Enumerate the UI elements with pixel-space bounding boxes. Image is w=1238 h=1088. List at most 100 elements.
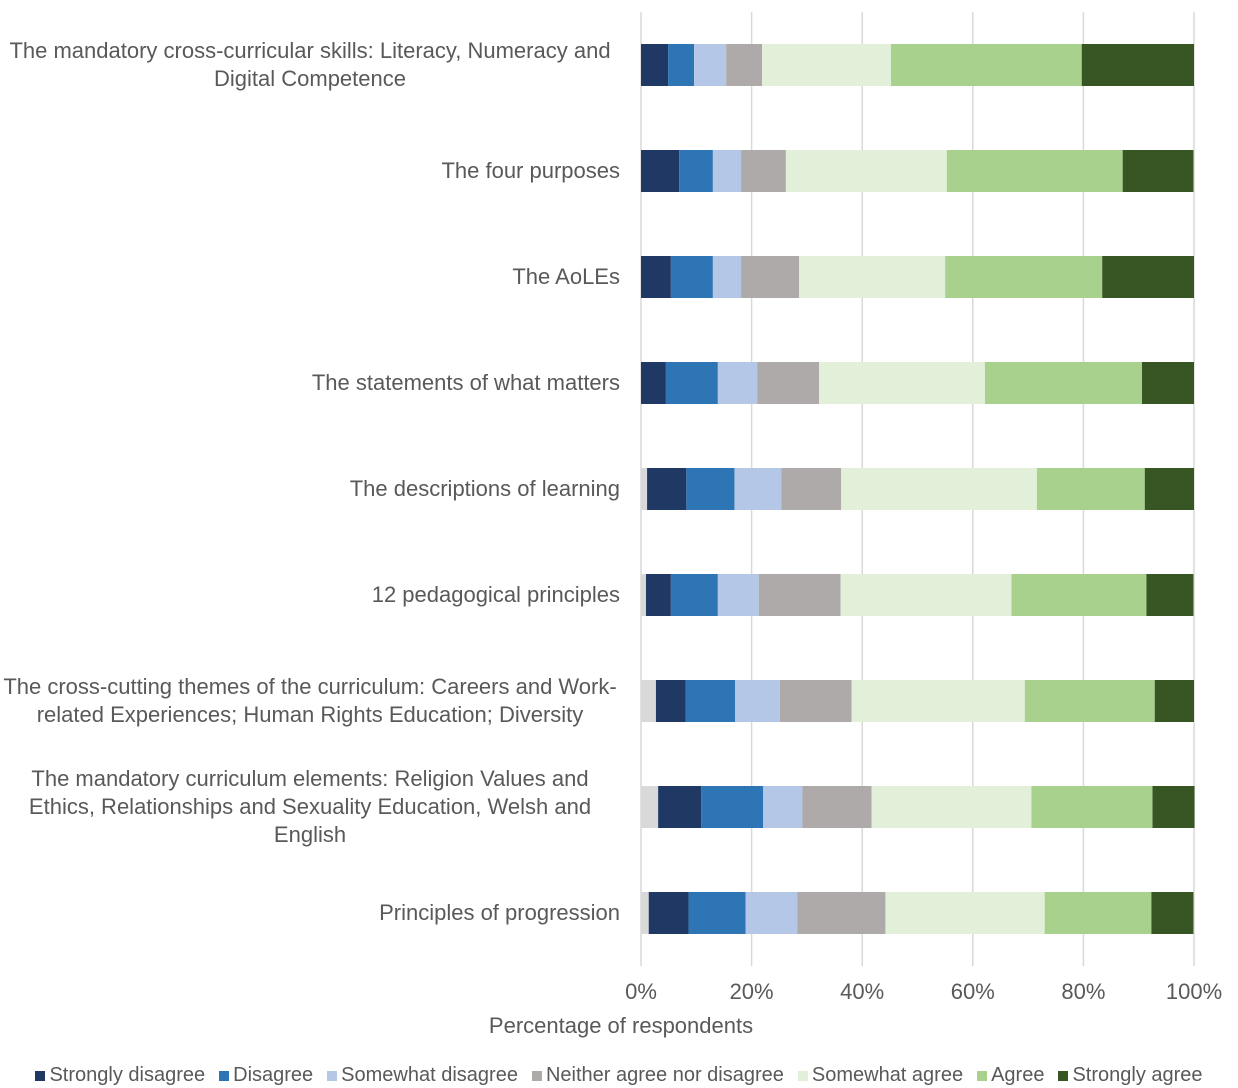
bar-segment [655, 680, 686, 722]
legend-label: Somewhat disagree [341, 1064, 518, 1086]
bar-segment [840, 574, 1012, 616]
legend-item: Strongly agree [1058, 1064, 1203, 1087]
bar-segment [946, 150, 1123, 192]
x-tick-label: 20% [730, 979, 774, 1004]
bar-segment [1154, 680, 1194, 722]
x-tick-label: 80% [1061, 979, 1105, 1004]
x-tick-label: 40% [840, 979, 884, 1004]
legend-item: Neither agree nor disagree [531, 1064, 784, 1087]
bar-segment [797, 892, 886, 934]
bar-segment [658, 786, 702, 828]
bar-segment [1031, 786, 1153, 828]
bar-segment [785, 150, 947, 192]
bar-segment [741, 150, 786, 192]
bar-segment [641, 574, 646, 616]
bar-segment [641, 786, 659, 828]
bar-segment [1152, 786, 1195, 828]
bar-segment [641, 44, 669, 86]
bar-segment [641, 892, 649, 934]
bar-segment [641, 256, 671, 298]
category-label: The cross-cutting themes of the curricul… [3, 674, 617, 727]
bar-segment [1011, 574, 1147, 616]
bar-segment [819, 362, 985, 404]
x-axis-title: Percentage of respondents [489, 1013, 753, 1038]
category-label: The mandatory cross-curricular skills: L… [9, 38, 611, 91]
bar-segment [841, 468, 1037, 510]
bar-segment [641, 680, 656, 722]
bar-segment [757, 362, 820, 404]
bar-segment [1024, 680, 1155, 722]
bar-segment [694, 44, 727, 86]
bar-segment [712, 256, 742, 298]
bar-segment [648, 892, 689, 934]
bar-segment [726, 44, 763, 86]
bar-segment [1122, 150, 1194, 192]
bar-segment [679, 150, 713, 192]
category-label: The statements of what matters [311, 370, 620, 395]
bar-segment [665, 362, 718, 404]
bar-segment [1081, 44, 1194, 86]
legend-swatch [327, 1070, 338, 1081]
bar-segment [717, 574, 759, 616]
category-label: Principles of progression [379, 900, 620, 925]
x-tick-label: 60% [951, 979, 995, 1004]
bar-segment [945, 256, 1103, 298]
legend-swatch [977, 1070, 988, 1081]
legend-swatch [1058, 1070, 1069, 1081]
bar-segment [734, 468, 782, 510]
bar-segment [1102, 256, 1194, 298]
bar-segment [647, 468, 687, 510]
legend-label: Somewhat agree [811, 1064, 964, 1086]
legend-swatch [797, 1070, 808, 1081]
bar-segment [701, 786, 764, 828]
bar-segment [641, 150, 680, 192]
bar-segment [668, 44, 695, 86]
bar-segment [1036, 468, 1145, 510]
legend-swatch [219, 1070, 230, 1081]
legend-swatch [35, 1070, 46, 1081]
bar-segment [871, 786, 1032, 828]
bar-segment [685, 680, 736, 722]
legend-item: Somewhat disagree [327, 1064, 518, 1087]
legend-label: Strongly agree [1072, 1064, 1203, 1086]
bar-segment [645, 574, 671, 616]
bar-segment [758, 574, 841, 616]
x-tick-label: 0% [625, 979, 657, 1004]
category-label: The AoLEs [512, 264, 620, 289]
x-tick-label: 100% [1166, 979, 1222, 1004]
bar-segment [763, 786, 803, 828]
bar-segment [641, 468, 648, 510]
bar-segment [851, 680, 1025, 722]
category-label: The descriptions of learning [349, 476, 620, 501]
bar-segment [1144, 468, 1194, 510]
bar-segment [741, 256, 800, 298]
bar-segment [641, 362, 666, 404]
bar-segment [890, 44, 1082, 86]
legend-label: Disagree [233, 1064, 314, 1086]
bar-segment [670, 574, 718, 616]
bar-segment [885, 892, 1045, 934]
bar-segment [762, 44, 891, 86]
bar-segment [735, 680, 780, 722]
bar-segment [1142, 362, 1194, 404]
bar-segment [781, 468, 842, 510]
category-label: 12 pedagogical principles [371, 582, 620, 607]
bar-segment [799, 256, 946, 298]
legend-item: Disagree [219, 1064, 313, 1087]
bar-segment [1146, 574, 1194, 616]
legend-label: Agree [991, 1064, 1045, 1086]
legend-item: Strongly disagree [35, 1064, 205, 1087]
legend: Strongly disagree Disagree Somewhat disagr… [0, 1064, 1238, 1087]
legend-swatch [531, 1070, 542, 1081]
bar-segment [779, 680, 852, 722]
category-label: The four purposes [441, 158, 620, 183]
legend-item: Somewhat agree [797, 1064, 964, 1087]
legend-item: Agree [977, 1064, 1044, 1087]
bar-segment [688, 892, 746, 934]
bar-segment [712, 150, 742, 192]
bar-segment [670, 256, 713, 298]
category-label: The mandatory curriculum elements: Relig… [28, 766, 592, 847]
bar-segment [686, 468, 735, 510]
